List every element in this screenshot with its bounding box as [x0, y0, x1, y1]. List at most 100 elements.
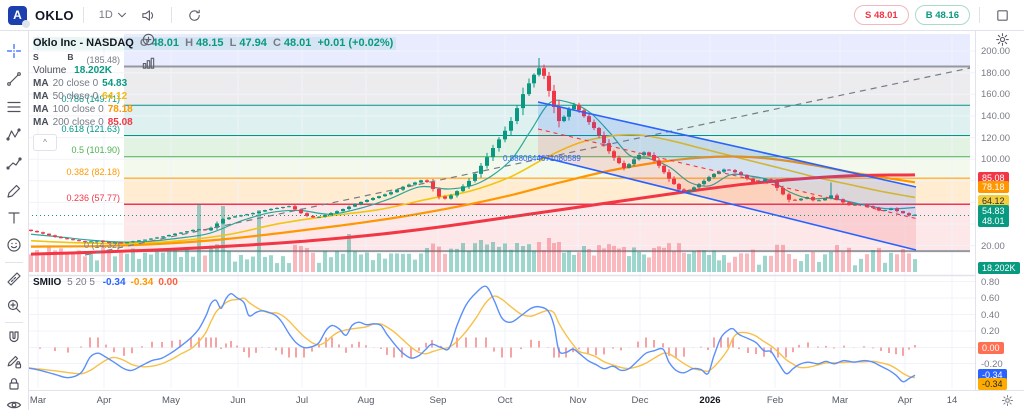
- time-tick-label: Jun: [230, 395, 246, 406]
- legend-title-row[interactable]: Oklo Inc - NASDAQ O 48.01 H 48.15 L 47.94 C…: [33, 37, 397, 50]
- top-toolbar: A OKLO 1D S 48.01 B 48.16: [0, 0, 1024, 69]
- moving-averages: [30, 99, 916, 256]
- eye-tool-icon[interactable]: [3, 394, 25, 410]
- tool-divider: [5, 322, 23, 323]
- time-tick-label: Nov: [569, 395, 587, 406]
- ma100-line: [30, 155, 916, 248]
- smiio-slow-line: [28, 295, 916, 379]
- time-tick-label: 2026: [699, 395, 721, 406]
- logo-sub-badge: [22, 19, 30, 28]
- crosshair-tool-icon[interactable]: [3, 40, 25, 62]
- fib-retracement-tool-icon[interactable]: [3, 96, 25, 118]
- drawing-toolbar: [0, 30, 29, 410]
- oscillator-tick-label: 0.40: [981, 309, 1000, 321]
- trend-line-tool-icon[interactable]: [3, 68, 25, 90]
- price-axis[interactable]: 200.00180.00160.00140.00120.00100.0040.0…: [975, 30, 1024, 390]
- price-chart[interactable]: 0.8880644671080589: [28, 30, 975, 390]
- time-tick-label: Jul: [295, 395, 309, 406]
- quick-trade-row: S B: [33, 50, 396, 64]
- oscillator-badge: 0.00: [978, 341, 1004, 354]
- plus-circle-icon[interactable]: [135, 27, 162, 51]
- axis-settings-gear-icon[interactable]: [1001, 394, 1014, 407]
- instrument-title: Oklo Inc - NASDAQ: [33, 37, 134, 49]
- ohlc-values: O 48.01 H 48.15 L 47.94 C 48.01 +0.01 (+0.02…: [139, 37, 394, 49]
- price-badge: 78.18: [978, 180, 1009, 193]
- change-value: +0.01 (+0.02%): [317, 37, 394, 49]
- toolbar-divider: [979, 7, 980, 23]
- text-tool-icon[interactable]: [3, 207, 25, 229]
- smiio-histogram: [39, 337, 916, 358]
- time-tick-label: Mar: [29, 395, 47, 406]
- logo-letter: A: [13, 8, 22, 22]
- gear-icon[interactable]: [989, 27, 1016, 51]
- smiio-value: -0.34: [130, 277, 154, 288]
- channel-ratio-label: 0.8880644671080589: [503, 154, 581, 163]
- smiio-lines: [28, 285, 916, 383]
- price-badge: 48.01: [978, 215, 1009, 227]
- emoji-tool-icon[interactable]: [3, 234, 25, 256]
- ma-legend-row[interactable]: MA 100 close 0 78.18: [33, 104, 133, 115]
- magnet-tool-icon[interactable]: [3, 327, 25, 349]
- alert-icon[interactable]: [135, 3, 162, 27]
- ma200-line: [30, 173, 916, 256]
- sell-mini-button[interactable]: S: [33, 52, 39, 62]
- lock-tool-icon[interactable]: [3, 373, 25, 395]
- collapse-drawings-button[interactable]: ^: [33, 134, 57, 151]
- ma-legend-row[interactable]: MA 20 close 0 54.83: [33, 78, 128, 89]
- time-tick-label: Mar: [831, 395, 849, 406]
- topbar-right: S 48.01 B 48.16: [848, 0, 1016, 51]
- time-tick-label: Sep: [429, 395, 447, 406]
- price-tick-label: 180.00: [981, 67, 1011, 79]
- volume-value: 18.202K: [74, 65, 112, 76]
- edit-lock-tool-icon[interactable]: [3, 351, 25, 373]
- time-tick-label: Feb: [766, 395, 784, 406]
- oscillator-tick-label: 0.20: [981, 326, 1000, 337]
- time-tick-label: Apr: [897, 395, 913, 406]
- zoom-in-tool-icon[interactable]: [3, 295, 25, 317]
- buy-button[interactable]: B 48.16: [914, 5, 970, 25]
- replay-icon[interactable]: [181, 3, 208, 27]
- smiio-legend[interactable]: SMIIO 5 20 5 -0.34 -0.34 0.00: [33, 277, 178, 288]
- smiio-name: SMIIO: [33, 277, 62, 288]
- ma-legend-row[interactable]: MA 50 close 0 64.12: [33, 91, 128, 102]
- maximize-icon[interactable]: [989, 3, 1016, 27]
- columns-icon[interactable]: [135, 51, 162, 75]
- price-tick-label: 120.00: [981, 132, 1011, 144]
- price-tick-label: 140.00: [981, 110, 1011, 122]
- oscillator-badge: -0.34: [978, 377, 1007, 390]
- oscillator-tick-label: 0.80: [981, 276, 1000, 288]
- projection-tool-icon[interactable]: [3, 152, 25, 174]
- price-badge: 54.83: [978, 204, 1009, 217]
- trendline-drawing[interactable]: [84, 67, 971, 256]
- brush-tool-icon[interactable]: [3, 180, 25, 202]
- fib-retracement-drawing[interactable]: [124, 65, 970, 253]
- smiio-fast-line: [28, 285, 916, 383]
- timeframe-button[interactable]: 1D: [93, 3, 135, 27]
- smiio-params: 5 20 5: [67, 277, 95, 288]
- ruler-tool-icon[interactable]: [3, 268, 25, 290]
- ma50-line: [30, 133, 916, 245]
- sell-button[interactable]: S 48.01: [853, 5, 909, 25]
- time-tick-label: Dec: [631, 395, 649, 406]
- volume-bars: [29, 204, 917, 272]
- symbol-name[interactable]: OKLO: [35, 7, 74, 23]
- parallel-channel-drawing[interactable]: 0.8880644671080589: [503, 101, 917, 251]
- price-badge: 64.12: [978, 194, 1009, 207]
- pattern-tool-icon[interactable]: [3, 124, 25, 146]
- timeframe-label: 1D: [98, 9, 113, 21]
- ma-legend-row[interactable]: MA 200 close 0 85.08: [33, 117, 133, 128]
- time-axis[interactable]: Mar Apr May Jun Jul Aug Sep Oct Nov Dec 2026 Feb Mar…: [0, 390, 1024, 410]
- toolbar-icons-secondary: [181, 3, 208, 27]
- chart-legend: Oklo Inc - NASDAQ O 48.01 H 48.15 L 47.94 C…: [33, 37, 397, 129]
- toolbar-icons: [135, 0, 162, 75]
- time-tick-label: Oct: [497, 395, 513, 406]
- symbol-logo[interactable]: A: [8, 5, 30, 28]
- price-tick-label: 160.00: [981, 89, 1011, 101]
- time-tick-label: 14: [946, 395, 958, 406]
- price-badge: 18.202K: [978, 262, 1020, 274]
- volume-legend-row[interactable]: Volume 18.202K: [33, 65, 112, 76]
- buy-mini-button[interactable]: B: [67, 52, 74, 62]
- smiio-value: -0.34: [102, 277, 126, 288]
- time-tick-label: Aug: [357, 395, 375, 406]
